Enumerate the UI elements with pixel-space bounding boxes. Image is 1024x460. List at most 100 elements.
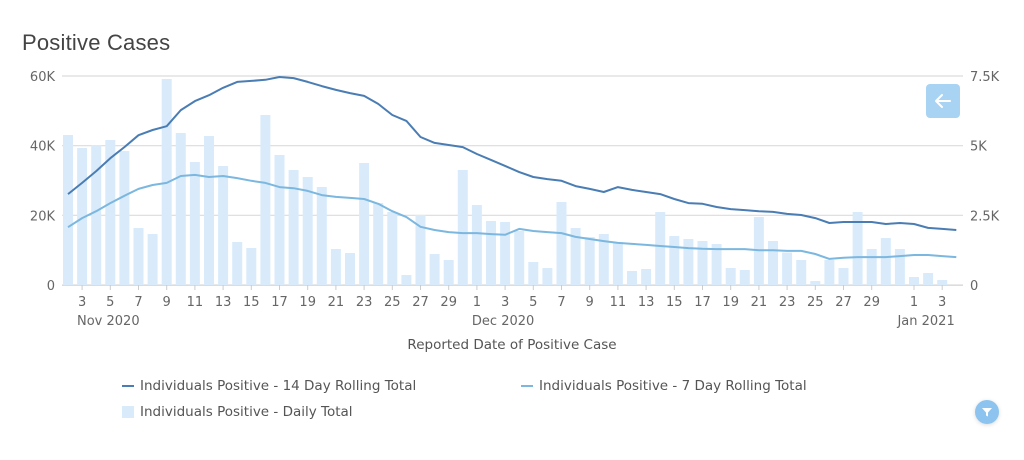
daily-total-bar[interactable]	[570, 228, 581, 285]
x-tick-label: 1	[910, 295, 918, 310]
x-tick-label: 27	[412, 295, 429, 310]
legend-item-7-day[interactable]: Individuals Positive - 7 Day Rolling Tot…	[521, 378, 807, 394]
daily-total-bar[interactable]	[866, 248, 877, 285]
daily-total-bar[interactable]	[810, 280, 821, 285]
daily-total-bar[interactable]	[627, 271, 637, 285]
daily-total-bars	[63, 79, 948, 285]
legend-item-14-day[interactable]: Individuals Positive - 14 Day Rolling To…	[122, 378, 416, 394]
x-tick-label: 5	[106, 295, 114, 310]
x-tick-label: 19	[722, 295, 739, 310]
daily-total-bar[interactable]	[288, 169, 299, 285]
x-tick-label: 3	[78, 295, 86, 310]
x-tick-label: 17	[694, 295, 711, 310]
y-left-tick-label: 20K	[30, 209, 56, 224]
daily-total-bar[interactable]	[359, 162, 370, 285]
daily-total-bar[interactable]	[147, 234, 158, 285]
daily-total-bar[interactable]	[443, 260, 454, 285]
daily-total-bar[interactable]	[782, 252, 793, 285]
daily-total-bar[interactable]	[556, 201, 567, 285]
x-tick-label: 23	[356, 295, 373, 310]
daily-total-bar[interactable]	[133, 228, 144, 285]
daily-total-bar[interactable]	[852, 211, 863, 285]
x-tick-label: 9	[163, 295, 171, 310]
right-y-axis: 0 2.5K 5K 7.5K	[970, 70, 1000, 294]
daily-total-bar[interactable]	[260, 115, 271, 285]
daily-total-bar[interactable]	[923, 272, 934, 285]
daily-total-bar[interactable]	[457, 169, 468, 285]
daily-total-bar[interactable]	[274, 155, 285, 285]
daily-total-bar[interactable]	[725, 268, 736, 285]
y-right-tick-label: 7.5K	[970, 70, 1000, 85]
legend-line-swatch	[122, 385, 134, 387]
funnel-icon	[982, 408, 992, 417]
daily-total-bar[interactable]	[542, 268, 553, 285]
x-tick-label: 29	[863, 295, 880, 310]
daily-total-bar[interactable]	[330, 248, 341, 285]
daily-total-bar[interactable]	[345, 253, 355, 285]
legend-label: Individuals Positive - 14 Day Rolling To…	[140, 378, 417, 394]
x-tick-label: 9	[586, 295, 594, 310]
daily-total-bar[interactable]	[119, 151, 130, 285]
daily-total-bar[interactable]	[711, 244, 722, 285]
x-tick-label: 5	[529, 295, 537, 310]
daily-total-bar[interactable]	[415, 214, 426, 285]
back-button[interactable]	[926, 84, 960, 118]
daily-total-bar[interactable]	[471, 204, 482, 285]
daily-total-bar[interactable]	[528, 262, 539, 285]
daily-total-bar[interactable]	[909, 277, 919, 285]
daily-total-bar[interactable]	[598, 234, 609, 285]
x-tick-label: 27	[835, 295, 852, 310]
left-y-axis: 0 20K 40K 60K	[30, 70, 56, 294]
line-14-day-rolling-total[interactable]	[67, 76, 957, 231]
daily-total-bar[interactable]	[63, 134, 73, 285]
filter-button[interactable]	[975, 400, 999, 424]
daily-total-bar[interactable]	[232, 242, 243, 285]
daily-total-bar[interactable]	[429, 254, 440, 285]
daily-total-bar[interactable]	[584, 237, 595, 285]
line-7-day-rolling-total[interactable]	[67, 173, 957, 260]
daily-total-bar[interactable]	[824, 260, 835, 285]
daily-total-bar[interactable]	[486, 220, 496, 285]
daily-total-bar[interactable]	[246, 247, 257, 285]
daily-total-bar[interactable]	[894, 248, 905, 285]
x-tick-label: 13	[638, 295, 655, 310]
daily-total-bar[interactable]	[937, 280, 948, 285]
x-tick-label: 19	[299, 295, 316, 310]
daily-total-bar[interactable]	[655, 211, 666, 285]
daily-total-bar[interactable]	[316, 186, 327, 285]
daily-total-bar[interactable]	[218, 166, 229, 285]
daily-total-bar[interactable]	[683, 238, 694, 285]
y-left-tick-label: 0	[47, 279, 55, 294]
daily-total-bar[interactable]	[302, 176, 313, 285]
daily-total-bar[interactable]	[669, 236, 680, 285]
rolling-total-lines	[67, 76, 957, 260]
daily-total-bar[interactable]	[514, 230, 525, 285]
arrow-left-icon	[935, 94, 951, 108]
daily-total-bar[interactable]	[768, 240, 778, 285]
daily-total-bar[interactable]	[91, 144, 102, 285]
daily-total-bar[interactable]	[796, 260, 807, 285]
daily-total-bar[interactable]	[612, 242, 623, 285]
daily-total-bar[interactable]	[387, 211, 398, 285]
daily-total-bar[interactable]	[500, 221, 511, 285]
daily-total-bar[interactable]	[641, 269, 652, 285]
y-right-tick-label: 2.5K	[970, 209, 1000, 224]
daily-total-bar[interactable]	[189, 161, 200, 285]
daily-total-bar[interactable]	[401, 274, 412, 285]
y-left-tick-label: 60K	[30, 70, 56, 85]
daily-total-bar[interactable]	[838, 268, 849, 285]
x-month-label: Dec 2020	[472, 314, 534, 329]
daily-total-bar[interactable]	[697, 240, 708, 285]
x-tick-label: 7	[557, 295, 565, 310]
daily-total-bar[interactable]	[77, 148, 88, 285]
daily-total-bar[interactable]	[204, 135, 214, 285]
daily-total-bar[interactable]	[880, 237, 891, 285]
daily-total-bar[interactable]	[739, 270, 750, 285]
daily-total-bar[interactable]	[373, 202, 384, 285]
daily-total-bar[interactable]	[105, 140, 116, 285]
legend-item-daily[interactable]: Individuals Positive - Daily Total	[122, 404, 353, 420]
x-tick-label: 29	[440, 295, 457, 310]
x-tick-label: 11	[610, 295, 627, 310]
daily-total-bar[interactable]	[175, 132, 186, 285]
